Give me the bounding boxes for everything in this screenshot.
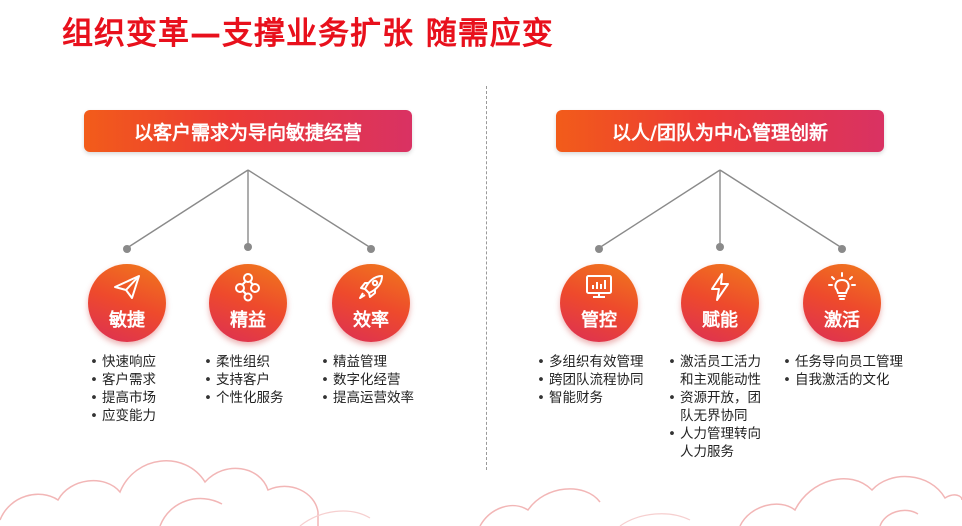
rocket-icon xyxy=(359,275,383,299)
list-item: 资源开放，团 xyxy=(668,389,761,407)
node-label: 敏捷 xyxy=(109,310,145,331)
node-empower: 赋能 xyxy=(681,264,759,342)
list-item-continued: 队无界协同 xyxy=(680,408,748,424)
list-item: 跨团队流程协同 xyxy=(537,371,644,389)
node-label: 管控 xyxy=(581,310,617,331)
lean-list: 柔性组织 支持客户 个性化服务 xyxy=(204,353,284,407)
lightning-icon xyxy=(711,273,729,301)
node-activate: 激活 xyxy=(803,264,881,342)
node-lean: 精益 xyxy=(209,264,287,342)
network-nodes-icon xyxy=(235,273,260,302)
node-efficiency: 效率 xyxy=(332,264,410,342)
list-item: 自我激活的文化 xyxy=(783,371,903,389)
agile-list: 快速响应 客户需求 提高市场 应变能力 xyxy=(90,353,156,425)
list-item-continued: 人力服务 xyxy=(680,444,734,460)
page-title: 组织变革—支撑业务扩张 随需应变 xyxy=(62,16,554,52)
efficiency-list: 精益管理 数字化经营 提高运营效率 xyxy=(321,353,414,407)
list-item: 人力管理转向 xyxy=(668,425,761,443)
node-agile: 敏捷 xyxy=(88,264,166,342)
node-label: 精益 xyxy=(230,310,266,331)
list-item: 客户需求 xyxy=(90,371,156,389)
list-item: 应变能力 xyxy=(90,407,156,425)
list-item: 激活员工活力 xyxy=(668,353,761,371)
node-label: 效率 xyxy=(353,310,389,331)
node-label: 激活 xyxy=(824,310,860,331)
list-item: 任务导向员工管理 xyxy=(783,353,903,371)
list-item: 支持客户 xyxy=(204,371,284,389)
list-item: 数字化经营 xyxy=(321,371,414,389)
list-item: 柔性组织 xyxy=(204,353,284,371)
list-item: 提高市场 xyxy=(90,389,156,407)
paper-plane-icon xyxy=(114,275,140,299)
node-control: 管控 xyxy=(560,264,638,342)
decorative-clouds xyxy=(0,460,962,526)
list-item-continued: 和主观能动性 xyxy=(680,372,761,388)
control-list: 多组织有效管理 跨团队流程协同 智能财务 xyxy=(537,353,644,407)
monitor-chart-icon xyxy=(586,275,612,298)
list-item: 提高运营效率 xyxy=(321,389,414,407)
activate-list: 任务导向员工管理 自我激活的文化 xyxy=(783,353,903,389)
center-divider xyxy=(486,86,487,470)
list-item: 多组织有效管理 xyxy=(537,353,644,371)
list-item: 智能财务 xyxy=(537,389,644,407)
list-item: 精益管理 xyxy=(321,353,414,371)
lightbulb-icon xyxy=(828,272,856,300)
list-item: 个性化服务 xyxy=(204,389,284,407)
left-banner: 以客户需求为导向敏捷经营 xyxy=(84,110,412,152)
list-item: 快速响应 xyxy=(90,353,156,371)
right-banner: 以人/团队为中心管理创新 xyxy=(556,110,884,152)
node-label: 赋能 xyxy=(702,310,738,331)
empower-list: 激活员工活力 和主观能动性 资源开放，团 队无界协同 人力管理转向 人力服务 xyxy=(668,353,761,461)
